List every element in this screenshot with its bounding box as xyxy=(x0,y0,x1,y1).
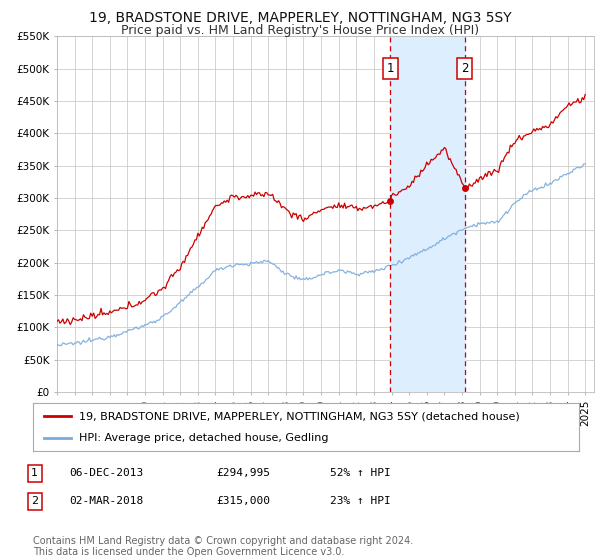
Text: £315,000: £315,000 xyxy=(216,496,270,506)
Text: 06-DEC-2013: 06-DEC-2013 xyxy=(69,468,143,478)
Text: 02-MAR-2018: 02-MAR-2018 xyxy=(69,496,143,506)
Text: 19, BRADSTONE DRIVE, MAPPERLEY, NOTTINGHAM, NG3 5SY (detached house): 19, BRADSTONE DRIVE, MAPPERLEY, NOTTINGH… xyxy=(79,411,520,421)
Bar xyxy=(390,36,465,392)
Text: 23% ↑ HPI: 23% ↑ HPI xyxy=(330,496,391,506)
Text: Price paid vs. HM Land Registry's House Price Index (HPI): Price paid vs. HM Land Registry's House … xyxy=(121,24,479,36)
Text: 1: 1 xyxy=(386,62,394,75)
Text: 1: 1 xyxy=(31,468,38,478)
Text: Contains HM Land Registry data © Crown copyright and database right 2024.
This d: Contains HM Land Registry data © Crown c… xyxy=(33,535,413,557)
Text: 2: 2 xyxy=(31,496,38,506)
Text: £294,995: £294,995 xyxy=(216,468,270,478)
Text: 52% ↑ HPI: 52% ↑ HPI xyxy=(330,468,391,478)
Text: 2: 2 xyxy=(461,62,469,75)
Text: HPI: Average price, detached house, Gedling: HPI: Average price, detached house, Gedl… xyxy=(79,433,329,443)
Text: 19, BRADSTONE DRIVE, MAPPERLEY, NOTTINGHAM, NG3 5SY: 19, BRADSTONE DRIVE, MAPPERLEY, NOTTINGH… xyxy=(89,11,511,25)
